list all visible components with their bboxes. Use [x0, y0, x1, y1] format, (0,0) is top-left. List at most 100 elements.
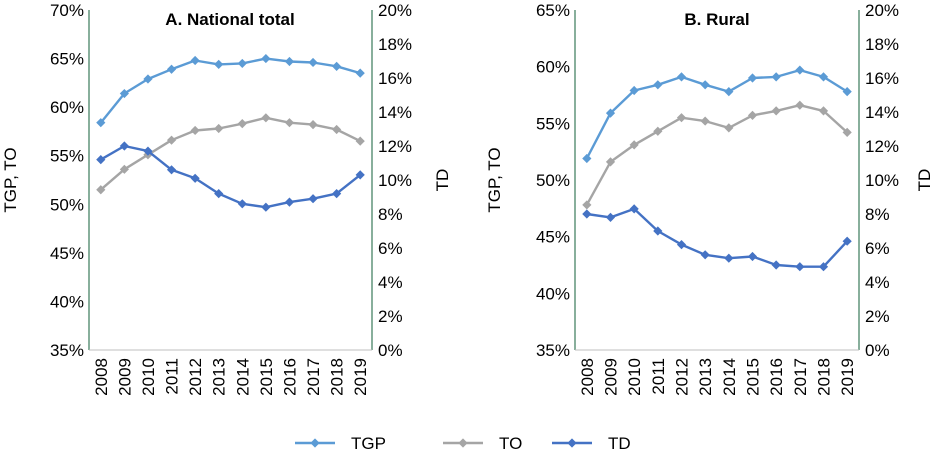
y-tick-label: 65%: [50, 50, 84, 69]
x-tick-label: 2019: [838, 358, 857, 396]
data-point-tgp: [190, 55, 200, 66]
legend-marker-td: [567, 438, 577, 448]
data-point-to: [119, 164, 129, 174]
data-point-tgp: [284, 56, 295, 67]
data-point-td: [143, 146, 153, 156]
data-point-to: [96, 185, 106, 195]
data-point-to: [166, 135, 177, 145]
data-point-to: [653, 126, 663, 136]
data-point-to: [582, 200, 592, 210]
y-tick-label: 40%: [536, 284, 570, 303]
data-point-to: [332, 124, 342, 135]
series-line-td: [586, 207, 849, 268]
x-tick-label: 2012: [673, 358, 692, 396]
data-point-td: [842, 236, 852, 246]
legend-label-tgp: TGP: [351, 434, 386, 453]
y-axis-title: TGP, TO: [485, 147, 504, 212]
panel-rural: B. Rural 35% 40% 45% 50% 55% 60% 65% 0% 2% 4% 6% 8% 1…: [485, 1, 934, 396]
y2-tick-label: 4%: [865, 273, 890, 292]
data-point-td: [605, 212, 616, 222]
data-point-td: [284, 197, 295, 207]
data-point-td: [676, 240, 687, 250]
x-tick-label: 2010: [139, 358, 158, 396]
data-point-tgp: [143, 74, 153, 84]
data-point-tgp: [842, 87, 852, 97]
legend-label-td: TD: [608, 434, 631, 453]
x-tick-label: 2011: [649, 358, 668, 395]
y-tick-label: 60%: [536, 58, 570, 77]
series-line-to: [585, 103, 849, 206]
data-point-tgp: [355, 68, 365, 78]
x-tick-label: 2016: [280, 358, 299, 396]
y-tick-label: 35%: [50, 341, 84, 360]
data-point-td: [724, 253, 734, 263]
data-point-tgp: [214, 59, 224, 69]
y2-tick-label: 6%: [378, 239, 403, 258]
y-tick-label: 50%: [536, 171, 570, 190]
x-tick-label: 2016: [767, 358, 786, 396]
y2-tick-label: 18%: [865, 35, 899, 54]
data-point-to: [724, 123, 734, 133]
data-point-to: [771, 106, 781, 116]
data-point-td: [261, 202, 271, 212]
y2-tick-label: 12%: [378, 137, 412, 156]
y-tick-label: 45%: [50, 244, 84, 263]
data-point-to: [818, 106, 829, 116]
x-tick-label: 2014: [720, 358, 739, 396]
data-point-to: [747, 110, 758, 120]
x-tick-label: 2011: [163, 358, 182, 395]
data-point-td: [119, 141, 129, 151]
data-point-tgp: [96, 118, 106, 128]
y2-tick-label: 14%: [378, 103, 412, 122]
x-tick-label: 2012: [186, 358, 205, 396]
data-point-td: [629, 204, 639, 214]
legend-marker-to: [458, 438, 468, 448]
series-line-to: [100, 116, 361, 191]
data-point-to: [284, 118, 295, 128]
data-point-td: [190, 173, 200, 183]
data-point-to: [605, 157, 616, 167]
data-point-td: [355, 170, 365, 180]
y2-tick-label: 20%: [378, 1, 412, 20]
x-tick-label: 2017: [304, 358, 323, 396]
data-point-to: [795, 100, 805, 110]
data-point-td: [582, 209, 592, 219]
y2-tick-label: 0%: [378, 341, 403, 360]
legend-label-to: TO: [499, 434, 522, 453]
panel-title: B. Rural: [684, 10, 749, 29]
y2-tick-label: 12%: [865, 137, 899, 156]
x-tick-label: 2017: [791, 358, 810, 396]
y2-tick-label: 16%: [865, 69, 899, 88]
y2-tick-label: 0%: [865, 341, 890, 360]
data-point-td: [747, 251, 758, 262]
data-point-td: [308, 194, 318, 204]
data-point-tgp: [166, 64, 177, 74]
data-point-to: [214, 123, 224, 134]
y2-tick-label: 16%: [378, 69, 412, 88]
data-point-to: [237, 119, 247, 129]
y-tick-label: 65%: [536, 1, 570, 20]
data-point-tgp: [653, 80, 663, 90]
y2-axis-title: TD: [433, 169, 452, 192]
x-tick-label: 2008: [578, 358, 597, 396]
data-point-tgp: [582, 153, 592, 164]
data-point-tgp: [700, 80, 710, 90]
y2-tick-label: 10%: [865, 171, 899, 190]
x-tick-label: 2013: [696, 358, 715, 396]
data-point-to: [676, 113, 687, 123]
legend: TGP TO TD: [295, 434, 631, 453]
data-point-to: [355, 136, 365, 146]
y2-tick-label: 18%: [378, 35, 412, 54]
data-point-tgp: [676, 72, 687, 82]
data-point-tgp: [261, 53, 271, 64]
x-tick-label: 2009: [115, 358, 134, 396]
y2-tick-label: 20%: [865, 1, 899, 20]
y-tick-label: 70%: [50, 1, 84, 20]
data-point-tgp: [605, 108, 616, 118]
y-tick-label: 55%: [536, 114, 570, 133]
series-line-tgp: [99, 57, 361, 124]
data-point-td: [818, 262, 829, 272]
data-point-td: [771, 260, 781, 270]
data-point-tgp: [747, 73, 758, 83]
